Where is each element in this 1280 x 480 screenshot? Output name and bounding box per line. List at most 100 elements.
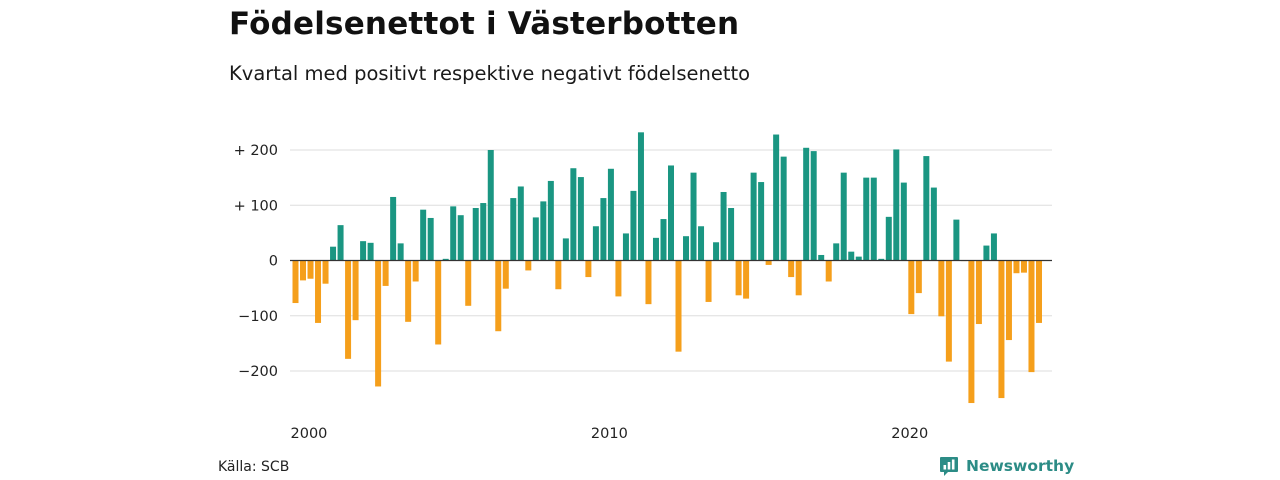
bar bbox=[945, 260, 952, 362]
bar bbox=[923, 156, 930, 261]
bar bbox=[292, 260, 299, 304]
bar bbox=[532, 217, 539, 261]
bar bbox=[893, 149, 900, 261]
bar bbox=[675, 260, 682, 352]
bar bbox=[420, 209, 427, 261]
bar bbox=[758, 182, 765, 261]
bar bbox=[983, 245, 990, 261]
bar bbox=[698, 226, 705, 261]
bar bbox=[562, 238, 569, 261]
bar bbox=[360, 241, 367, 261]
bar bbox=[592, 226, 599, 261]
bar bbox=[607, 168, 614, 261]
bar bbox=[450, 206, 457, 261]
bar bbox=[540, 201, 547, 261]
bar bbox=[900, 182, 907, 261]
bar bbox=[375, 260, 382, 387]
bar bbox=[968, 260, 975, 404]
bar bbox=[855, 256, 862, 261]
bar bbox=[788, 260, 795, 278]
bar bbox=[637, 132, 644, 261]
y-tick-label: −200 bbox=[238, 364, 278, 380]
bar bbox=[600, 198, 607, 261]
y-axis-labels: + 200 + 100 0 −100 −200 bbox=[234, 143, 278, 380]
y-tick-label: + 100 bbox=[234, 198, 278, 214]
bar bbox=[390, 196, 397, 261]
x-tick-label: 2000 bbox=[291, 426, 328, 442]
bar bbox=[720, 191, 727, 261]
bar bbox=[743, 260, 750, 299]
bar bbox=[330, 246, 337, 261]
bar bbox=[1028, 260, 1035, 373]
bar bbox=[915, 260, 922, 294]
bar bbox=[870, 177, 877, 261]
bar bbox=[975, 260, 982, 325]
y-tick-label: 0 bbox=[269, 254, 278, 270]
bar bbox=[337, 225, 344, 261]
bar-chart: + 200 + 100 0 −100 −200 2000 2010 2020 bbox=[234, 132, 1052, 442]
bar bbox=[525, 260, 532, 271]
bar bbox=[585, 260, 592, 278]
bar bbox=[810, 151, 817, 261]
bar bbox=[300, 260, 307, 281]
bar bbox=[885, 216, 892, 261]
bar bbox=[502, 260, 509, 289]
bar bbox=[833, 243, 840, 261]
bar bbox=[517, 186, 524, 261]
chart-title: Födelsenettot i Västerbotten bbox=[229, 6, 740, 42]
bar bbox=[547, 180, 554, 261]
bar bbox=[412, 260, 419, 282]
bar bbox=[765, 260, 772, 265]
bar bbox=[495, 260, 502, 332]
bar bbox=[818, 254, 825, 261]
bar bbox=[465, 260, 472, 306]
newsworthy-logo[interactable]: Newsworthy bbox=[938, 455, 1074, 477]
x-tick-label: 2010 bbox=[591, 426, 628, 442]
y-tick-label: −100 bbox=[238, 309, 278, 325]
bar bbox=[405, 260, 412, 322]
bar bbox=[930, 187, 937, 261]
chart-subtitle: Kvartal med positivt respektive negativt… bbox=[229, 62, 751, 85]
bar bbox=[427, 217, 434, 261]
bar bbox=[352, 260, 359, 321]
bar bbox=[908, 260, 915, 315]
y-tick-label: + 200 bbox=[234, 143, 278, 159]
bar bbox=[487, 150, 494, 261]
bar bbox=[953, 219, 960, 261]
bar bbox=[1020, 260, 1027, 273]
bar bbox=[990, 233, 997, 261]
brand-name: Newsworthy bbox=[966, 457, 1075, 475]
bar bbox=[555, 260, 562, 290]
bar bbox=[728, 208, 735, 261]
bar bbox=[683, 236, 690, 261]
bar bbox=[998, 260, 1005, 399]
bar bbox=[382, 260, 389, 286]
bar bbox=[307, 260, 314, 279]
bar bbox=[472, 208, 479, 261]
bar bbox=[863, 177, 870, 261]
bar bbox=[705, 260, 712, 302]
x-axis-labels: 2000 2010 2020 bbox=[291, 426, 929, 442]
bar bbox=[435, 260, 442, 345]
bar bbox=[367, 242, 374, 261]
bar bbox=[315, 260, 322, 323]
bar bbox=[780, 156, 787, 261]
bar bbox=[457, 215, 464, 261]
bar bbox=[690, 172, 697, 261]
bar bbox=[345, 260, 352, 359]
bar bbox=[713, 242, 720, 261]
bar bbox=[645, 260, 652, 305]
bars bbox=[292, 132, 1042, 404]
bar bbox=[938, 260, 945, 317]
bar bbox=[622, 233, 629, 261]
bar bbox=[803, 147, 810, 261]
x-tick-label: 2020 bbox=[891, 426, 928, 442]
bar bbox=[480, 203, 487, 261]
bar bbox=[1005, 260, 1012, 341]
bar bbox=[630, 190, 637, 261]
bar bbox=[397, 243, 404, 261]
bar bbox=[825, 260, 832, 282]
source-note: Källa: SCB bbox=[218, 459, 290, 475]
bar bbox=[570, 168, 577, 261]
bar bbox=[795, 260, 802, 296]
